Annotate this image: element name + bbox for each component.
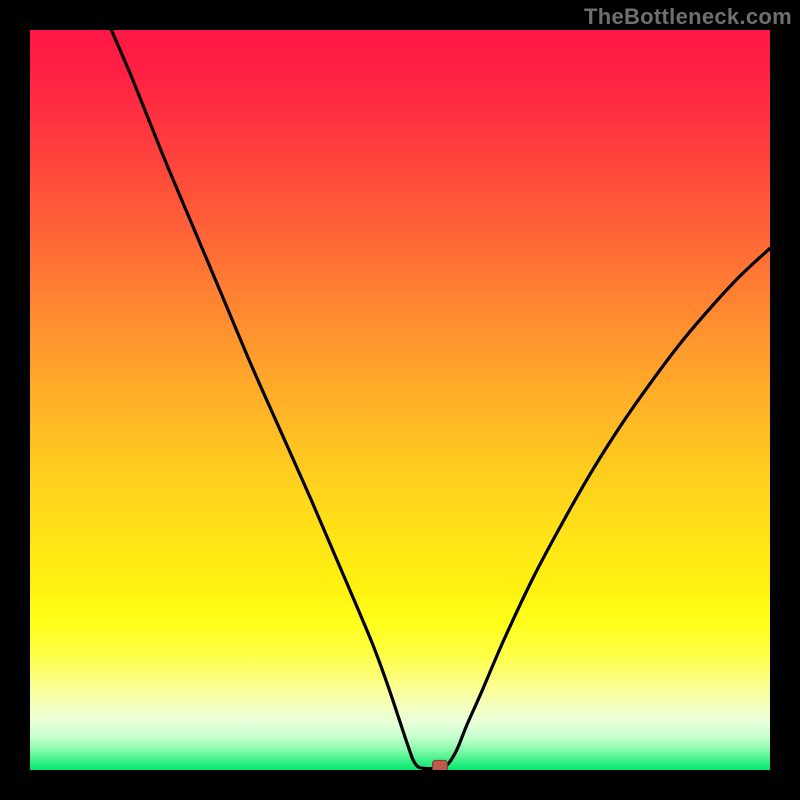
chart-background bbox=[30, 30, 770, 770]
bottleneck-chart bbox=[30, 30, 770, 770]
optimal-marker bbox=[433, 760, 448, 770]
watermark-text: TheBottleneck.com bbox=[584, 4, 792, 30]
chart-frame: TheBottleneck.com bbox=[0, 0, 800, 800]
